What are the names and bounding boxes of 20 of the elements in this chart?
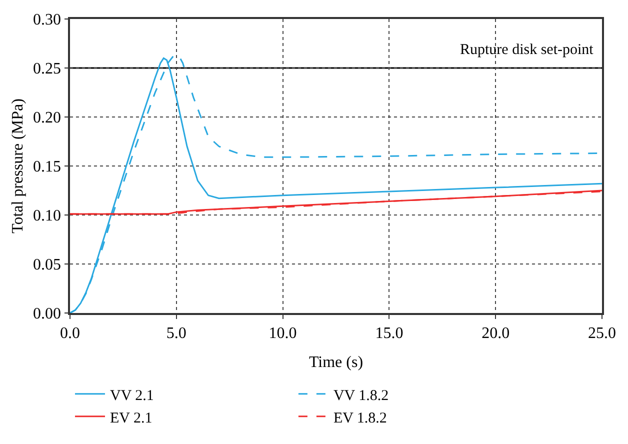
legend-label: EV 1.8.2	[333, 410, 387, 426]
x-axis-title: Time (s)	[308, 354, 364, 372]
x-tick-label: 25.0	[588, 324, 616, 342]
legend-label: EV 2.1	[110, 410, 152, 426]
ref-line-label: Rupture disk set-point	[460, 42, 594, 58]
legend-label: VV 1.8.2	[333, 388, 389, 404]
y-axis-title: Total pressure (MPa)	[9, 98, 26, 234]
x-tick-label: 0.0	[60, 324, 80, 342]
y-tick-label: 0.20	[33, 110, 62, 127]
x-tick-label: 20.0	[482, 324, 510, 342]
y-tick-label: 0.10	[33, 208, 62, 225]
x-tick-label: 10.0	[268, 324, 297, 342]
y-tick-label: 0.15	[33, 158, 62, 176]
y-tick-label: 0.00	[33, 306, 62, 323]
y-tick-label: 0.25	[33, 60, 62, 78]
x-tick-label: 5.0	[166, 324, 186, 342]
y-tick-label: 0.30	[33, 12, 62, 29]
legend-label: VV 2.1	[110, 388, 154, 404]
y-tick-label: 0.05	[33, 256, 62, 274]
x-tick-label: 15.0	[375, 324, 404, 342]
